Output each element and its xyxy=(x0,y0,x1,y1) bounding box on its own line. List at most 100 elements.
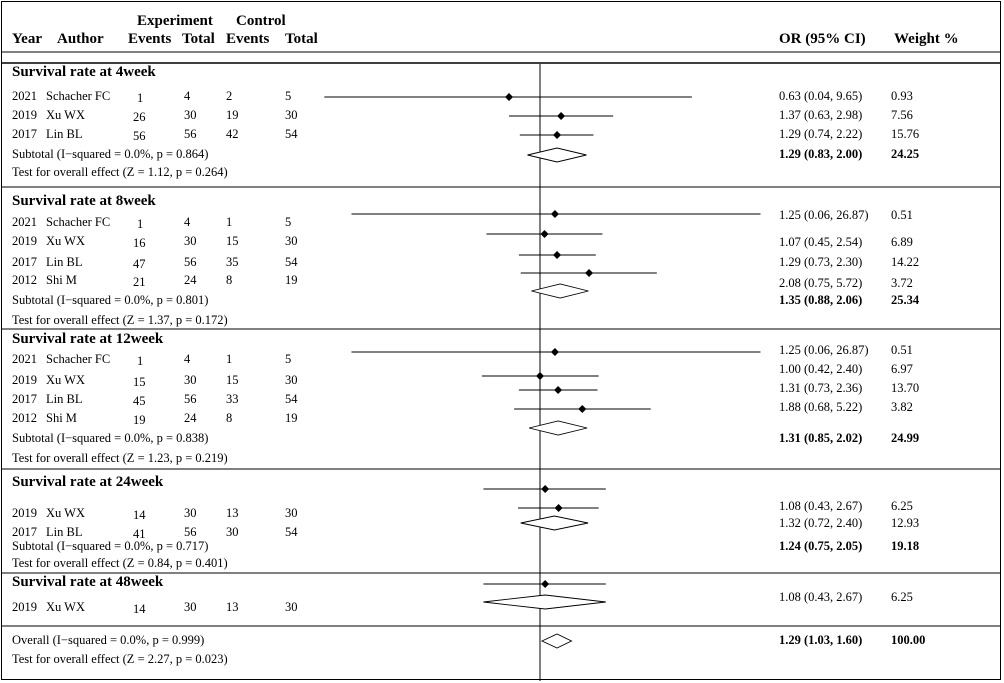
ctl-total: 30 xyxy=(285,506,298,520)
header-weight: Weight % xyxy=(894,31,959,47)
group-title: Survival rate at 4week xyxy=(12,64,156,80)
exp-total: 56 xyxy=(184,525,197,539)
group-title: Survival rate at 48week xyxy=(12,574,164,590)
point-estimate xyxy=(541,485,550,493)
test-overall-effect: Test for overall effect (Z = 0.84, p = 0… xyxy=(12,556,228,570)
or-ci-value: 1.37 (0.63, 2.98) xyxy=(779,108,863,122)
point-estimate xyxy=(553,131,562,139)
study-author: Xu WX xyxy=(46,506,86,520)
ctl-total: 54 xyxy=(285,525,298,539)
study-year: 2021 xyxy=(12,215,37,229)
header-or-ci: OR (95% CI) xyxy=(779,31,866,47)
ctl-total: 54 xyxy=(285,255,298,269)
ctl-total: 30 xyxy=(285,234,298,248)
header-year: Year xyxy=(12,31,42,47)
or-ci-value: 1.25 (0.06, 26.87) xyxy=(779,343,869,357)
subtotal-weight: 24.25 xyxy=(891,147,920,161)
or-ci-value: 1.88 (0.68, 5.22) xyxy=(779,400,863,414)
exp-events: 41 xyxy=(133,527,146,541)
or-ci-value: 1.07 (0.45, 2.54) xyxy=(779,235,863,249)
ctl-events: 30 xyxy=(226,525,239,539)
or-ci-value: 1.08 (0.43, 2.67) xyxy=(779,499,863,513)
study-author: Xu WX xyxy=(46,234,86,248)
group-title: Survival rate at 24week xyxy=(12,474,164,490)
exp-total: 24 xyxy=(184,411,197,425)
ctl-events: 13 xyxy=(226,600,239,614)
study-year: 2017 xyxy=(12,392,37,406)
ctl-events: 15 xyxy=(226,373,239,387)
study-year: 2019 xyxy=(12,600,37,614)
exp-events: 47 xyxy=(133,257,146,271)
subtotal-label: Subtotal (I−squared = 0.0%, p = 0.864) xyxy=(12,147,209,161)
study-year: 2021 xyxy=(12,89,37,103)
ctl-events: 42 xyxy=(226,127,239,141)
study-author: Lin BL xyxy=(46,127,83,141)
weight-value: 3.82 xyxy=(891,400,913,414)
exp-events: 21 xyxy=(133,275,146,289)
overall-diamond xyxy=(540,633,573,649)
point-estimate xyxy=(554,504,563,512)
subtotal-diamond xyxy=(529,420,588,436)
ctl-events: 19 xyxy=(226,108,239,122)
ctl-events: 35 xyxy=(226,255,239,269)
ctl-events: 15 xyxy=(226,234,239,248)
study-author: Schacher FC xyxy=(46,352,111,366)
subtotal-diamond xyxy=(520,515,589,531)
ctl-total: 30 xyxy=(285,373,298,387)
overall-label: Overall (I−squared = 0.0%, p = 0.999) xyxy=(12,633,205,647)
ctl-events: 8 xyxy=(226,273,233,287)
study-author: Xu WX xyxy=(46,600,86,614)
ctl-events: 13 xyxy=(226,506,239,520)
or-ci-value: 1.08 (0.43, 2.67) xyxy=(779,590,863,604)
subtotal-or-ci: 1.24 (0.75, 2.05) xyxy=(779,539,863,553)
study-author: Schacher FC xyxy=(46,89,111,103)
exp-total: 30 xyxy=(184,600,197,614)
subtotal-weight: 25.34 xyxy=(891,293,920,307)
exp-events: 15 xyxy=(133,375,146,389)
study-author: Xu WX xyxy=(46,373,86,387)
weight-value: 0.51 xyxy=(891,343,913,357)
subtotal-weight: 24.99 xyxy=(891,431,920,445)
study-author: Lin BL xyxy=(46,525,83,539)
or-ci-value: 1.25 (0.06, 26.87) xyxy=(779,208,869,222)
ctl-total: 19 xyxy=(285,411,298,425)
or-ci-value: 0.63 (0.04, 9.65) xyxy=(779,89,863,103)
subtotal-diamond xyxy=(483,594,606,610)
point-estimate xyxy=(557,112,566,120)
weight-value: 0.93 xyxy=(891,89,913,103)
study-author: Shi M xyxy=(46,411,77,425)
or-ci-value: 1.32 (0.72, 2.40) xyxy=(779,516,863,530)
weight-value: 6.89 xyxy=(891,235,913,249)
or-ci-value: 1.29 (0.74, 2.22) xyxy=(779,127,863,141)
study-author: Lin BL xyxy=(46,255,83,269)
study-year: 2012 xyxy=(12,411,37,425)
ctl-total: 5 xyxy=(285,89,292,103)
ctl-total: 54 xyxy=(285,392,298,406)
subtotal-diamond xyxy=(531,283,589,299)
exp-events: 1 xyxy=(137,217,144,231)
header-author: Author xyxy=(57,31,104,47)
point-estimate xyxy=(585,269,594,277)
study-year: 2019 xyxy=(12,506,37,520)
subtotal-label: Subtotal (I−squared = 0.0%, p = 0.838) xyxy=(12,431,209,445)
ctl-events: 1 xyxy=(226,352,233,366)
exp-total: 24 xyxy=(184,273,197,287)
exp-total: 4 xyxy=(184,215,191,229)
exp-events: 56 xyxy=(133,129,146,143)
header-ctl-events: Events xyxy=(226,31,270,47)
header-experiment: Experiment xyxy=(137,13,213,29)
header-control: Control xyxy=(236,13,286,29)
point-estimate xyxy=(553,251,562,259)
exp-events: 26 xyxy=(133,110,146,124)
subtotal-label: Subtotal (I−squared = 0.0%, p = 0.717) xyxy=(12,539,209,553)
study-year: 2019 xyxy=(12,108,37,122)
weight-value: 13.70 xyxy=(891,381,920,395)
exp-total: 4 xyxy=(184,89,191,103)
weight-value: 12.93 xyxy=(891,516,920,530)
exp-total: 56 xyxy=(184,255,197,269)
point-estimate xyxy=(550,348,559,356)
point-estimate xyxy=(505,93,514,101)
